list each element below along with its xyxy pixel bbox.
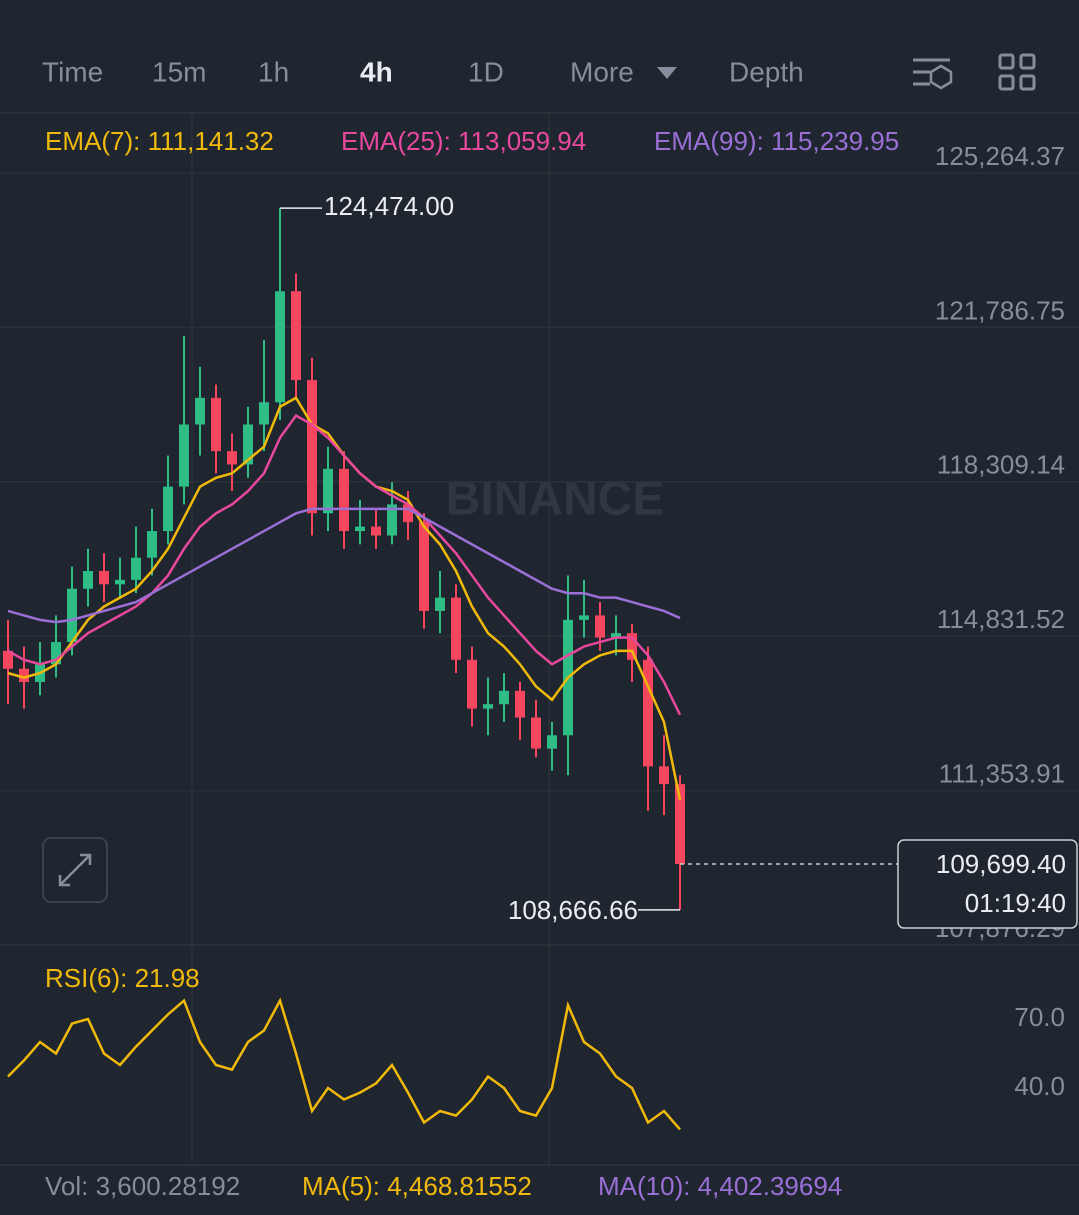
candle-body xyxy=(163,486,173,532)
candle-body xyxy=(195,397,205,425)
candle-body xyxy=(547,735,557,749)
candle-body xyxy=(291,291,301,381)
layout-icon[interactable] xyxy=(998,53,1036,91)
candle-body xyxy=(115,579,125,585)
candle-body xyxy=(611,633,621,638)
rsi-tick-label: 40.0 xyxy=(1014,1071,1065,1101)
candle-body xyxy=(211,397,221,452)
toolbar-tab[interactable]: More xyxy=(570,56,634,87)
candle-body xyxy=(339,468,349,532)
candle-body xyxy=(419,522,429,611)
ema-line xyxy=(7,413,682,716)
candle-body xyxy=(403,504,413,523)
candle-body xyxy=(131,557,141,580)
candle-body xyxy=(387,504,397,536)
candle-body xyxy=(83,571,93,589)
candle-body xyxy=(579,615,589,620)
y-tick-label: 121,786.75 xyxy=(935,295,1065,325)
toolbar-tab[interactable]: Depth xyxy=(729,56,804,87)
toolbar-tab[interactable]: 15m xyxy=(152,56,206,87)
candle-body xyxy=(659,766,669,785)
current-price-label: 109,699.40 xyxy=(936,849,1066,879)
expand-button[interactable] xyxy=(42,837,108,903)
candle-body xyxy=(595,615,605,638)
toolbar-tab[interactable]: 1h xyxy=(258,56,289,87)
candle-body xyxy=(307,380,317,514)
volume-legend: MA(5): 4,468.81552 xyxy=(302,1171,532,1201)
candle-body xyxy=(67,588,77,643)
watermark: BINANCE xyxy=(446,473,665,526)
settings-icon[interactable] xyxy=(913,58,953,90)
candle-body xyxy=(355,526,365,532)
candle-body xyxy=(627,633,637,660)
more-caret[interactable] xyxy=(657,67,677,79)
candle-body xyxy=(227,451,237,465)
countdown-label: 01:19:40 xyxy=(965,888,1066,918)
toolbar-tab[interactable]: Time xyxy=(42,56,103,87)
candle-body xyxy=(451,597,461,660)
candle-body xyxy=(323,468,333,514)
candle-body xyxy=(243,424,253,465)
toolbar-tab[interactable]: 4h xyxy=(360,56,393,87)
candle-body xyxy=(19,668,29,682)
y-tick-label: 114,831.52 xyxy=(937,604,1065,634)
volume-legend: Vol: 3,600.28192 xyxy=(45,1171,240,1201)
current-price-box xyxy=(897,839,1078,929)
candle-body xyxy=(435,597,445,611)
rsi-line xyxy=(7,997,681,1131)
rsi-tick-label: 70.0 xyxy=(1014,1002,1065,1032)
candle-body xyxy=(275,291,285,403)
candle-body xyxy=(643,659,653,767)
candle-body xyxy=(371,526,381,536)
candle-body xyxy=(147,531,157,558)
indicator-legend: EMA(7): 111,141.32 xyxy=(45,126,274,156)
candle-body xyxy=(3,650,13,669)
candle-body xyxy=(675,784,685,865)
candle-body xyxy=(483,704,493,709)
indicator-legend: EMA(99): 115,239.95 xyxy=(654,126,899,156)
candle-body xyxy=(259,402,269,425)
rsi-legend: RSI(6): 21.98 xyxy=(45,963,200,993)
candle-body xyxy=(51,642,61,665)
volume-legend: MA(10): 4,402.39694 xyxy=(598,1171,842,1201)
candle-body xyxy=(179,424,189,487)
y-tick-label: 125,264.37 xyxy=(935,141,1065,171)
candle-body xyxy=(531,717,541,749)
candle-body xyxy=(515,690,525,718)
high-marker-label: 124,474.00 xyxy=(324,191,454,221)
candle-body xyxy=(99,571,109,585)
ema-line xyxy=(7,507,681,624)
y-tick-label: 118,309.14 xyxy=(937,450,1065,480)
toolbar-tab[interactable]: 1D xyxy=(468,56,504,87)
indicator-legend: EMA(25): 113,059.94 xyxy=(341,126,586,156)
candle-body xyxy=(499,690,509,705)
low-marker-label: 108,666.66 xyxy=(508,895,638,925)
candle-body xyxy=(467,659,477,709)
y-tick-label: 111,353.91 xyxy=(939,758,1065,788)
